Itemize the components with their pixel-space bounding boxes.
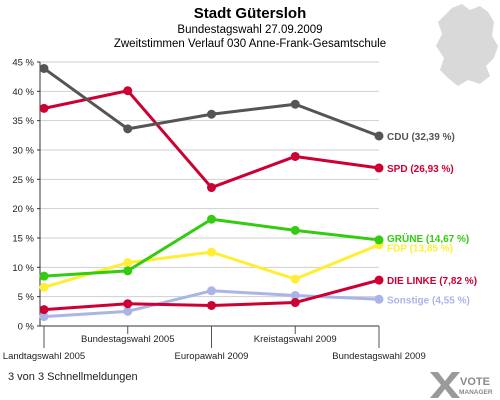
series-labels: CDU (32,39 %) SPD (26,93 %) GRÜNE (14,67 %… [387, 132, 477, 306]
data-point [207, 300, 216, 310]
data-point [374, 275, 384, 285]
series-end-label: CDU (32,39 %) [387, 132, 455, 143]
series-lines [39, 63, 384, 322]
y-tick-label: 10 % [12, 263, 34, 274]
data-point [374, 131, 384, 141]
data-point [374, 235, 384, 245]
data-point [207, 109, 216, 119]
germany-map-icon [436, 4, 498, 86]
chart-subtitle-2: Zweitstimmen Verlauf 030 Anne-Frank-Gesa… [114, 38, 386, 50]
series-line-cdu [43, 67, 380, 138]
x-axis-categories: Landtagswahl 2005 Bundestagswahl 2005Euro… [3, 326, 426, 362]
y-tick-label: 35 % [12, 116, 34, 127]
y-tick-label: 0 % [18, 322, 35, 333]
y-axis-ticks: 0 % 5 % 10 % 15 % 20 % 25 % 30 % 35 % 40 % 45 % [12, 58, 40, 333]
data-point [290, 274, 300, 284]
data-point [39, 103, 49, 113]
data-point [290, 225, 300, 235]
series-end-label: FDP (13,85 %) [387, 244, 453, 255]
data-point [123, 266, 133, 276]
data-point [374, 163, 384, 173]
x-category-label: Landtagswahl 2005 [3, 351, 85, 362]
data-point [207, 183, 216, 193]
data-point [39, 63, 49, 73]
chart-title: Stadt Gütersloh [194, 5, 307, 22]
y-tick-label: 15 % [12, 234, 34, 245]
y-tick-label: 45 % [12, 58, 34, 69]
x-category-label: Bundestagswahl 2009 [332, 351, 426, 362]
x-category-label: Kreistagswahl 2009 [254, 334, 337, 345]
data-point [39, 305, 49, 315]
series-end-label: Sonstige (4,55 %) [387, 295, 470, 306]
logo-manager-text: MANAGER [459, 389, 493, 396]
data-point [207, 286, 216, 296]
x-category-label: Europawahl 2009 [175, 351, 249, 362]
y-tick-label: 20 % [12, 204, 34, 215]
data-point [290, 99, 300, 109]
series-end-label: DIE LINKE (7,82 %) [387, 276, 477, 287]
data-point [290, 290, 300, 300]
data-point [123, 258, 133, 268]
data-point [290, 151, 300, 161]
data-point [39, 271, 49, 281]
grid [39, 61, 379, 327]
logo-vote-text: VOTE [460, 376, 490, 388]
y-tick-label: 25 % [12, 175, 34, 186]
data-point [123, 86, 133, 96]
logo-x-icon [430, 372, 460, 398]
data-point [39, 282, 49, 292]
footer-text: 3 von 3 Schnellmeldungen [8, 371, 138, 383]
data-point [207, 214, 216, 224]
data-point [123, 299, 133, 309]
data-point [374, 294, 384, 304]
x-category-label: Bundestagswahl 2005 [81, 334, 175, 345]
vote-manager-logo: VOTE MANAGER [430, 372, 493, 398]
y-tick-label: 40 % [12, 87, 34, 98]
series-end-label: GRÜNE (14,67 %) [387, 232, 469, 245]
data-point [207, 247, 216, 257]
y-tick-label: 30 % [12, 146, 34, 157]
chart-subtitle: Bundestagswahl 27.09.2009 [177, 24, 322, 36]
data-point [290, 298, 300, 308]
y-tick-label: 5 % [18, 292, 35, 303]
data-point [123, 124, 133, 134]
data-point [39, 312, 49, 322]
series-end-label: SPD (26,93 %) [387, 164, 454, 175]
data-point [123, 306, 133, 316]
